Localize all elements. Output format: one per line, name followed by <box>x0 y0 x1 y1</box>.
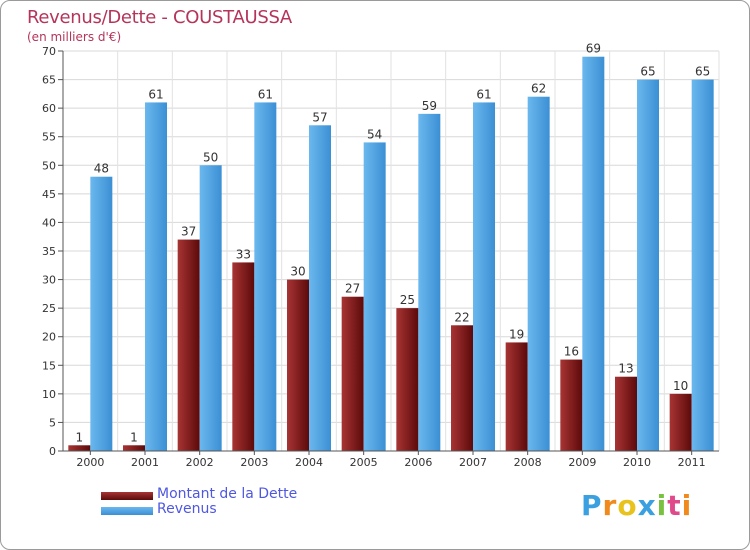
bar-value-label: 22 <box>454 310 469 324</box>
y-tick-label: 30 <box>42 274 56 287</box>
chart-title: Revenus/Dette - COUSTAUSSA <box>27 7 292 28</box>
bar-revenus <box>637 79 659 452</box>
logo-letter: i <box>681 489 693 522</box>
bar-revenus <box>418 113 441 451</box>
x-tick-label: 2011 <box>678 456 706 469</box>
bar-value-label: 27 <box>345 282 360 296</box>
legend-swatch-dette <box>101 492 153 500</box>
bar-revenus <box>145 102 167 451</box>
proxiti-logo: Proxiti <box>581 489 692 522</box>
bar-revenus <box>527 96 550 451</box>
bar-value-label: 30 <box>290 265 305 279</box>
bar-value-label: 19 <box>509 327 524 341</box>
bar-dette <box>177 239 200 451</box>
y-tick-label: 15 <box>42 359 56 372</box>
bars-layer: 1 48 1 61 37 50 33 61 30 57 27 54 25 59 22 61 19 62 16 69 13… <box>68 42 714 452</box>
bar-value-label: 37 <box>181 225 196 239</box>
y-tick-label: 50 <box>42 159 56 172</box>
bar-value-label: 50 <box>203 150 218 164</box>
bar-value-label: 25 <box>400 293 415 307</box>
bar-value-label: 62 <box>531 82 546 96</box>
legend-swatch-revenus <box>101 507 153 515</box>
y-tick-label: 0 <box>49 445 56 458</box>
bar-dette <box>123 445 145 451</box>
bar-value-label: 61 <box>148 87 163 101</box>
x-tick-label: 2010 <box>623 456 651 469</box>
grid-layer <box>62 50 720 452</box>
x-tick-label: 2007 <box>459 456 487 469</box>
y-tick-label: 10 <box>42 388 56 401</box>
bar-revenus <box>363 142 386 451</box>
logo-letter: o <box>617 489 638 522</box>
bar-revenus <box>691 79 714 452</box>
bar-value-label: 54 <box>367 127 382 141</box>
y-tick-label: 65 <box>42 74 56 87</box>
legend-label-revenus: Revenus <box>157 501 217 517</box>
bar-value-label: 10 <box>673 379 688 393</box>
chart-subtitle: (en milliers d'€) <box>27 30 122 44</box>
logo-letter: x <box>637 489 657 522</box>
x-tick-label: 2004 <box>295 456 323 469</box>
bar-revenus <box>199 165 222 452</box>
bar-revenus <box>473 102 495 451</box>
x-tick-label: 2001 <box>131 456 159 469</box>
bar-value-label: 16 <box>564 345 579 359</box>
bar-revenus <box>309 125 331 452</box>
x-tick-label: 2005 <box>350 456 378 469</box>
bar-value-label: 59 <box>422 99 437 113</box>
logo-letter: P <box>581 489 603 522</box>
x-tick-label: 2006 <box>404 456 432 469</box>
bar-value-label: 65 <box>640 65 655 79</box>
axis-layer: 0 5 10 15 20 25 30 35 40 45 50 55 60 65 70 2000 2001 2002… <box>42 45 719 469</box>
legend-label-dette: Montant de la Dette <box>157 486 298 502</box>
bar-revenus <box>582 56 605 451</box>
y-tick-label: 20 <box>42 331 56 344</box>
bar-value-label: 61 <box>258 87 273 101</box>
bar-value-label: 57 <box>312 110 327 124</box>
logo-letter: t <box>667 489 682 522</box>
bar-dette <box>68 445 91 451</box>
x-tick-label: 2003 <box>240 456 268 469</box>
bar-dette <box>615 376 637 451</box>
bar-revenus <box>254 102 277 451</box>
bar-value-label: 65 <box>695 65 710 79</box>
bar-value-label: 13 <box>618 362 633 376</box>
y-tick-label: 60 <box>42 102 56 115</box>
bar-dette <box>341 296 364 451</box>
logo-letter: i <box>656 489 668 522</box>
bar-dette <box>505 342 528 451</box>
x-tick-label: 2000 <box>76 456 104 469</box>
x-tick-label: 2009 <box>568 456 596 469</box>
bar-value-label: 1 <box>76 430 84 444</box>
y-tick-label: 5 <box>49 416 56 429</box>
logo-letter: r <box>602 489 618 522</box>
bar-dette <box>232 262 255 451</box>
bar-revenus <box>90 176 113 451</box>
bar-dette <box>287 279 309 451</box>
y-tick-label: 55 <box>42 131 56 144</box>
bar-value-label: 33 <box>236 247 251 261</box>
bar-value-label: 61 <box>476 87 491 101</box>
x-tick-label: 2008 <box>514 456 542 469</box>
bar-value-label: 69 <box>586 42 601 56</box>
y-tick-label: 45 <box>42 188 56 201</box>
bar-dette <box>560 359 583 451</box>
bar-dette <box>396 308 419 451</box>
y-tick-label: 40 <box>42 216 56 229</box>
bar-dette <box>669 393 692 451</box>
bar-value-label: 1 <box>130 430 138 444</box>
x-tick-label: 2002 <box>186 456 214 469</box>
y-tick-label: 70 <box>42 45 56 58</box>
bar-value-label: 48 <box>94 162 109 176</box>
y-tick-label: 25 <box>42 302 56 315</box>
bar-dette <box>451 325 473 451</box>
y-tick-label: 35 <box>42 245 56 258</box>
